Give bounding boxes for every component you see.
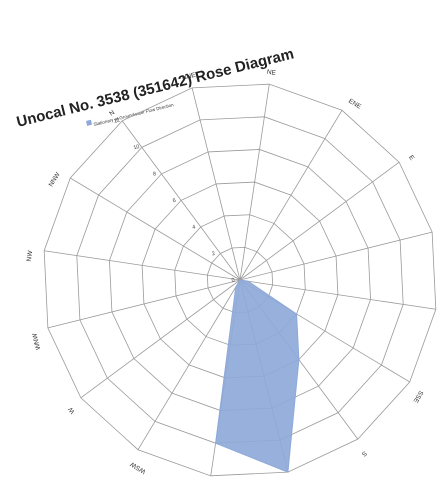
grid-spoke (239, 84, 270, 281)
chart-title: Unocal No. 3538 (351642) Rose Diagram (15, 45, 296, 130)
direction-label: NE (266, 69, 277, 77)
legend-swatch (86, 119, 93, 126)
direction-label: ENE (347, 98, 363, 111)
direction-label: NW (26, 249, 35, 262)
direction-label: WSW (129, 460, 148, 475)
direction-label: E (407, 154, 416, 162)
grid-spoke (239, 161, 400, 281)
tick-label: 10 (133, 144, 140, 151)
direction-label: NNW (48, 171, 62, 189)
grid-spoke (239, 110, 343, 281)
direction-label: NNE (181, 72, 197, 82)
grid-spoke (80, 279, 241, 399)
direction-label: W (67, 405, 77, 415)
tick-label: 4 (192, 224, 196, 231)
direction-label: SSE (411, 389, 424, 404)
tick-label: 0 (231, 277, 235, 284)
tick-label: 12 (113, 117, 120, 124)
grid-spoke (239, 231, 433, 281)
series-area (215, 279, 300, 473)
grid-spoke (137, 279, 241, 450)
tick-label: 2 (211, 251, 215, 258)
grid-spoke (191, 87, 241, 281)
tick-label: 8 (153, 171, 157, 178)
direction-label: S (360, 449, 368, 458)
grid-spoke (47, 279, 241, 329)
grid-spoke (121, 120, 241, 281)
grid-spoke (239, 279, 436, 310)
direction-label: N (108, 109, 116, 118)
grid-spoke (70, 177, 241, 281)
grid-spoke (44, 250, 241, 281)
direction-label: WNW (31, 331, 42, 350)
tick-label: 6 (172, 198, 176, 205)
radial-ticks: 0 2 4 6 8 10 12 (113, 117, 235, 283)
series-layer (215, 279, 300, 473)
